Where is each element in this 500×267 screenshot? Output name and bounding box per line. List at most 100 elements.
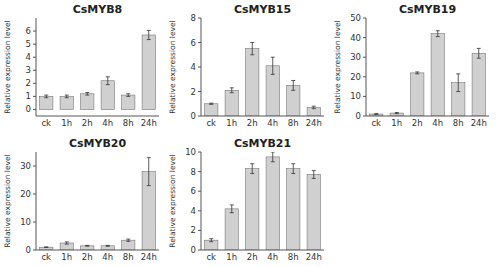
y-tick-label: 3 <box>26 65 31 75</box>
error-bar <box>209 239 213 242</box>
bar <box>142 35 155 109</box>
chart-title: CsMYB19 <box>399 3 456 16</box>
error-line <box>293 164 294 174</box>
error-bar <box>126 239 130 241</box>
bar <box>205 104 218 116</box>
plot-area <box>40 30 156 109</box>
bar <box>81 94 94 110</box>
error-cap <box>209 238 213 239</box>
error-cap <box>312 178 316 179</box>
y-tick-label: 1 <box>26 91 31 101</box>
x-tick-label: 8h <box>123 252 134 262</box>
error-line <box>478 48 479 58</box>
y-tick-label: 10 <box>185 147 196 157</box>
bar <box>431 34 444 116</box>
error-bar <box>85 245 89 247</box>
y-tick-label: 4 <box>191 206 196 216</box>
error-bar <box>209 103 213 104</box>
y-tick-label: 20 <box>20 189 31 199</box>
x-tick-label: 24h <box>471 118 487 128</box>
error-cap <box>209 103 213 104</box>
y-tick-label: 5 <box>26 39 31 49</box>
error-line <box>148 158 149 186</box>
error-cap <box>312 108 316 109</box>
y-tick-label: 6 <box>191 38 196 48</box>
error-cap <box>415 71 419 72</box>
error-bar <box>250 43 254 55</box>
error-line <box>313 171 314 179</box>
x-tick-label: 24h <box>306 118 322 128</box>
x-axis-line <box>36 250 159 251</box>
error-cap <box>106 245 110 246</box>
bar <box>60 96 73 109</box>
error-cap <box>436 36 440 37</box>
error-line <box>272 57 273 74</box>
error-cap <box>209 241 213 242</box>
error-line <box>458 74 459 92</box>
error-cap <box>44 95 48 96</box>
error-bar <box>415 72 419 74</box>
x-tick-label: 1h <box>226 118 237 128</box>
error-cap <box>65 241 69 242</box>
x-tick-label: 24h <box>141 118 157 128</box>
error-cap <box>230 204 234 205</box>
error-bar <box>85 92 89 95</box>
x-tick-label: 1h <box>226 252 237 262</box>
panel: CsMYB80123456Relative expression levelck… <box>3 3 159 128</box>
chart-title: CsMYB21 <box>234 137 291 150</box>
error-bar <box>395 112 399 113</box>
panel: CsMYB1502468Relative expression levelck1… <box>168 3 324 128</box>
error-bar <box>230 88 234 93</box>
x-tick-label: 24h <box>306 252 322 262</box>
chart-title: CsMYB20 <box>69 137 127 150</box>
x-tick-label: ck <box>41 252 51 262</box>
error-cap <box>250 173 254 174</box>
panel: CsMYB1901020304050Relative expression le… <box>333 3 489 128</box>
error-line <box>148 30 149 39</box>
x-axis-line <box>36 116 159 117</box>
x-tick-label: 8h <box>123 118 134 128</box>
error-bar <box>230 205 234 213</box>
error-bar <box>65 242 69 244</box>
error-cap <box>250 42 254 43</box>
error-line <box>252 164 253 174</box>
error-cap <box>312 170 316 171</box>
y-tick-label: 10 <box>20 217 31 227</box>
bar <box>101 81 114 110</box>
error-cap <box>291 80 295 81</box>
x-axis-line <box>201 250 324 251</box>
error-cap <box>456 73 460 74</box>
x-tick-label: 24h <box>141 252 157 262</box>
error-bar <box>312 171 316 179</box>
error-cap <box>106 76 110 77</box>
panel: CsMYB210246810Relative expression levelc… <box>168 137 324 262</box>
error-cap <box>271 74 275 75</box>
x-tick-label: 1h <box>391 118 402 128</box>
error-bar <box>291 164 295 174</box>
bar <box>246 169 259 250</box>
error-cap <box>230 92 234 93</box>
error-cap <box>477 48 481 49</box>
y-tick-label: 0 <box>191 245 196 255</box>
error-bar <box>147 30 151 39</box>
error-line <box>107 77 108 85</box>
y-tick-label: 0 <box>26 245 31 255</box>
error-bar <box>106 77 110 85</box>
error-bar <box>44 246 48 248</box>
y-tick-label: 30 <box>20 161 31 171</box>
error-bar <box>291 80 295 90</box>
x-tick-label: 4h <box>102 252 113 262</box>
error-line <box>293 80 294 90</box>
error-cap <box>147 30 151 31</box>
y-axis-line <box>201 18 202 116</box>
error-cap <box>126 239 130 240</box>
error-cap <box>374 113 378 114</box>
bar <box>411 73 424 116</box>
error-bar <box>271 152 275 162</box>
error-bar <box>65 95 69 98</box>
y-axis-line <box>366 18 367 116</box>
error-cap <box>147 157 151 158</box>
x-tick-label: 4h <box>267 118 278 128</box>
error-line <box>252 43 253 55</box>
y-tick-label: 6 <box>191 186 196 196</box>
